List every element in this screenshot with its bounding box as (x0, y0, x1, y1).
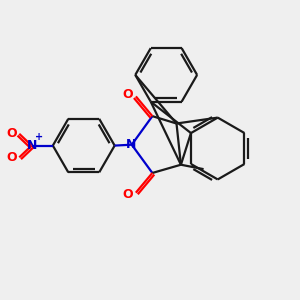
Text: O: O (122, 88, 133, 101)
Text: O: O (7, 151, 17, 164)
Text: N: N (126, 138, 136, 151)
Text: +: + (35, 132, 43, 142)
Text: N: N (26, 139, 37, 152)
Text: O: O (7, 127, 17, 140)
Text: O: O (122, 188, 133, 201)
